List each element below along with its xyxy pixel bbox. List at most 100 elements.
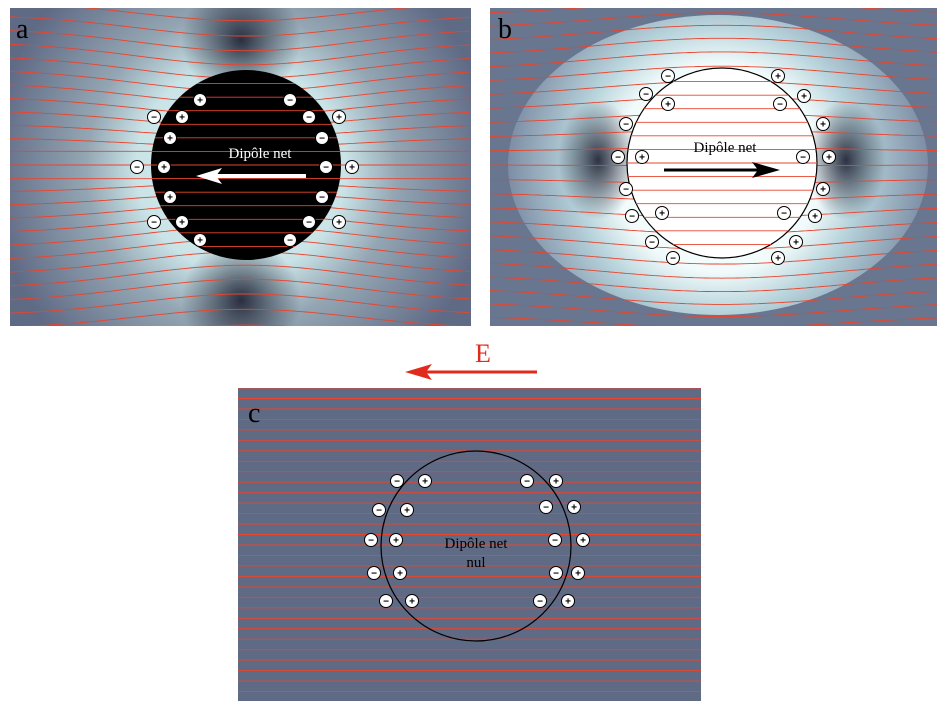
- negative-charge-icon: −: [520, 474, 534, 488]
- negative-charge-icon: −: [283, 93, 297, 107]
- charge-circle: [816, 117, 830, 131]
- charge-circle: [130, 160, 144, 174]
- charge-circle: [822, 150, 836, 164]
- charge-circle: [147, 215, 161, 229]
- negative-charge-icon: −: [611, 150, 625, 164]
- positive-charge-icon: +: [163, 190, 177, 204]
- charge-sign: +: [422, 477, 428, 488]
- charge-circle: [816, 182, 830, 196]
- charge-sign: +: [812, 212, 818, 223]
- negative-charge-icon: −: [639, 87, 653, 101]
- charge-sign: +: [336, 218, 342, 229]
- panel-b-field-line: [490, 262, 937, 279]
- charge-sign: −: [665, 72, 671, 83]
- negative-charge-icon: −: [364, 533, 378, 547]
- panel-a-field-line: [82, 8, 410, 22]
- charge-sign: +: [167, 134, 173, 145]
- charge-sign: +: [580, 536, 586, 547]
- charge-sign: −: [537, 597, 543, 608]
- charge-circle: [163, 190, 177, 204]
- panel-b-field-line: [490, 249, 937, 265]
- positive-charge-icon: +: [549, 474, 563, 488]
- panel-c: − + − + − + − + − + − + − + − + − + − + c Dipôle net nul: [238, 388, 701, 701]
- charge-circle: [175, 110, 189, 124]
- charge-circle: [389, 533, 403, 547]
- negative-charge-icon: −: [661, 69, 675, 83]
- panel-a-field-line: [10, 359, 470, 369]
- charge-sign: −: [524, 477, 530, 488]
- charge-sign: −: [383, 597, 389, 608]
- panel-a-charges: + −+ −− ++ −− + − ++ −− + − ++ −: [130, 93, 359, 247]
- charge-circle: [193, 93, 207, 107]
- charge-sign: +: [639, 153, 645, 164]
- charge-sign: +: [659, 209, 665, 220]
- charge-circle: [576, 533, 590, 547]
- charge-circle: [548, 533, 562, 547]
- charge-sign: +: [793, 238, 799, 249]
- charge-circle: [611, 150, 625, 164]
- panel-a-field-line: [10, 30, 471, 52]
- panel-b-field-line: [490, 12, 937, 27]
- panel-c-charges: − + − + − + − + − + − + − + − + − + − +: [364, 474, 590, 608]
- charge-sign: +: [553, 477, 559, 488]
- panel-a-field-line: [10, 293, 471, 314]
- charge-sign: +: [197, 96, 203, 107]
- charge-circle: [533, 594, 547, 608]
- charge-sign: −: [394, 477, 400, 488]
- charge-circle: [520, 474, 534, 488]
- charge-sign: −: [552, 536, 558, 547]
- charge-sign: +: [775, 72, 781, 83]
- charge-circle: [400, 503, 414, 517]
- charge-sign: +: [393, 536, 399, 547]
- charge-sign: +: [336, 113, 342, 124]
- negative-charge-icon: −: [315, 131, 329, 145]
- panel-a-field-line: [10, 278, 471, 300]
- positive-charge-icon: +: [822, 150, 836, 164]
- charge-circle: [302, 110, 316, 124]
- panel-b-dipole-arrow-head: [752, 162, 780, 178]
- charge-circle: [163, 131, 177, 145]
- panel-b-field-line: [490, 8, 937, 14]
- positive-charge-icon: +: [808, 209, 822, 223]
- positive-charge-icon: +: [193, 233, 207, 247]
- charge-circle: [777, 206, 791, 220]
- negative-charge-icon: −: [147, 215, 161, 229]
- charge-circle: [619, 117, 633, 131]
- positive-charge-icon: +: [405, 594, 419, 608]
- charge-circle: [390, 474, 404, 488]
- negative-charge-icon: −: [367, 566, 381, 580]
- negative-charge-icon: −: [625, 209, 639, 223]
- panel-c-dipole-label: Dipôle net: [445, 536, 509, 552]
- field-e-label: E: [475, 339, 491, 368]
- panel-b-field-line: [490, 303, 937, 318]
- charge-sign: −: [323, 163, 329, 174]
- charge-sign: −: [306, 218, 312, 229]
- charge-sign: −: [287, 236, 293, 247]
- charge-sign: −: [134, 163, 140, 174]
- panel-c-particle: [380, 450, 572, 642]
- negative-charge-icon: −: [302, 215, 316, 229]
- charge-circle: [549, 474, 563, 488]
- negative-charge-icon: −: [548, 533, 562, 547]
- charge-sign: +: [179, 218, 185, 229]
- charge-circle: [367, 566, 381, 580]
- panel-a-field-line: [10, 16, 471, 37]
- negative-charge-icon: −: [319, 160, 333, 174]
- charge-sign: +: [179, 113, 185, 124]
- charge-circle: [283, 233, 297, 247]
- positive-charge-icon: +: [571, 566, 585, 580]
- charge-sign: −: [543, 503, 549, 514]
- charge-circle: [418, 474, 432, 488]
- charge-sign: −: [553, 569, 559, 580]
- panel-b-dipole-label: Dipôle net: [694, 140, 758, 156]
- charge-sign: +: [349, 163, 355, 174]
- charge-sign: −: [623, 185, 629, 196]
- negative-charge-icon: −: [147, 110, 161, 124]
- charge-circle: [364, 533, 378, 547]
- charge-sign: −: [623, 120, 629, 131]
- panel-a-inner-field-lines: [151, 83, 341, 247]
- negative-charge-icon: −: [315, 190, 329, 204]
- charge-circle: [405, 594, 419, 608]
- negative-charge-icon: −: [619, 182, 633, 196]
- negative-charge-icon: −: [372, 503, 386, 517]
